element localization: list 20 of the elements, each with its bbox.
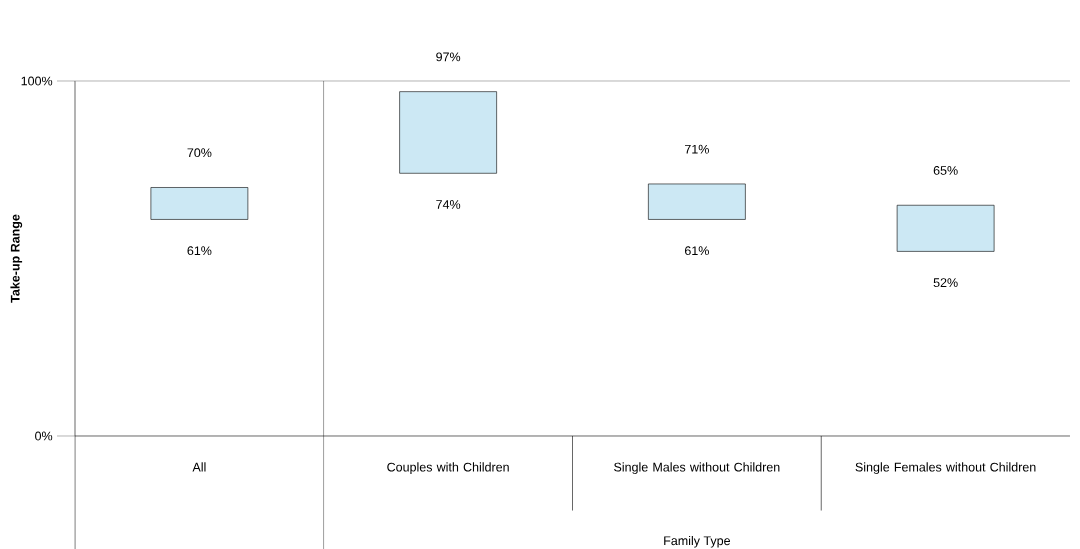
- y-tick-label: 0%: [35, 431, 53, 441]
- y-tick-label: 100%: [21, 76, 53, 86]
- x-tick-label: Couples with Children: [387, 462, 509, 474]
- x-tick-label: Single Females without Children: [855, 462, 1036, 474]
- annotation: 97%: [436, 52, 461, 62]
- annotation: 71%: [685, 144, 709, 154]
- x-tick-label: All: [192, 462, 206, 472]
- annotation: 52%: [933, 278, 958, 288]
- bar: [399, 91, 497, 174]
- y-axis-title: Take-up Range: [10, 214, 23, 303]
- bar: [648, 183, 746, 220]
- annotation: 70%: [187, 148, 212, 158]
- annotation: 61%: [187, 246, 212, 256]
- bar: [150, 187, 249, 220]
- annotation: 61%: [684, 246, 709, 256]
- text: Family Type: [664, 535, 731, 548]
- annotation: 74%: [436, 200, 461, 209]
- bar: [896, 204, 995, 252]
- annotation: 65%: [933, 166, 958, 175]
- x-tick-label: Single Males without Children: [614, 462, 780, 474]
